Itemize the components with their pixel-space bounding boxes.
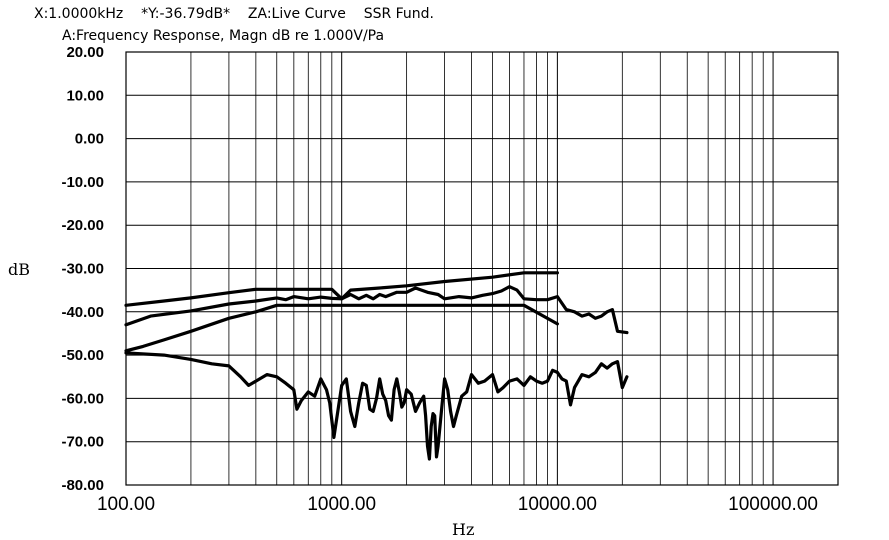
plot-frame (125, 51, 839, 486)
x-tick-label: 1000.00 (307, 494, 376, 515)
y-tick-label: -20.00 (61, 217, 104, 234)
x-tick-label: 10000.00 (518, 494, 597, 515)
y-tick-label: -50.00 (61, 347, 104, 364)
x-tick-label: 100000.00 (728, 494, 818, 515)
chart-title: A:Frequency Response, Magn dB re 1.000V/… (62, 28, 385, 44)
series-line-4 (124, 351, 629, 461)
x-axis-label: Hz (452, 520, 475, 539)
x-tick-label: 100.00 (97, 494, 155, 515)
series-line-2 (124, 303, 559, 353)
series-line-1 (124, 271, 559, 307)
y-tick-label: -80.00 (61, 477, 104, 494)
y-tick-label: -30.00 (61, 261, 104, 278)
y-axis-label: dB (8, 260, 30, 279)
y-tick-label: -10.00 (61, 174, 104, 191)
y-tick-label: 10.00 (66, 87, 104, 104)
y-tick-label: 0.00 (75, 131, 104, 148)
cursor-readout: X:1.0000kHz *Y:-36.79dB* ZA:Live Curve S… (34, 6, 435, 22)
series-line-3 (124, 285, 629, 335)
y-tick-label: 20.00 (66, 44, 104, 61)
y-tick-label: -70.00 (61, 434, 104, 451)
y-tick-label: -60.00 (61, 390, 104, 407)
y-tick-label: -40.00 (61, 304, 104, 321)
